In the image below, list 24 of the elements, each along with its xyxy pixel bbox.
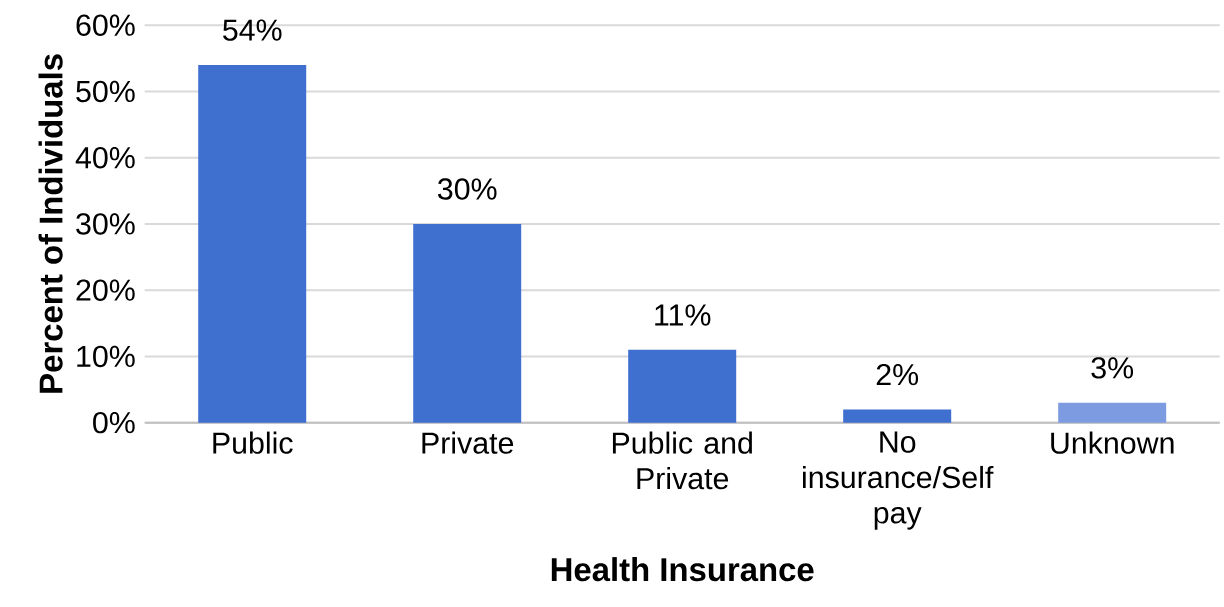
x-tick-label: Public xyxy=(213,431,293,454)
bar xyxy=(843,409,952,423)
x-axis-title: Health Insurance xyxy=(551,557,814,582)
data-label: 11% xyxy=(655,304,711,326)
data-label: 2% xyxy=(876,363,919,386)
y-tick-label: 20% xyxy=(76,279,135,301)
y-tick-label: 0% xyxy=(93,411,135,434)
bar xyxy=(1058,402,1167,423)
bar xyxy=(413,223,522,423)
y-tick-label: 30% xyxy=(76,213,135,235)
data-label: 54% xyxy=(223,19,282,41)
data-label: 30% xyxy=(437,178,497,200)
bar xyxy=(628,349,737,423)
y-tick-label: 40% xyxy=(75,146,135,169)
y-axis-title: Percent of Individuals xyxy=(38,54,63,393)
x-tick-label: Private xyxy=(422,431,514,454)
bar xyxy=(198,64,307,423)
y-tick-label: 60% xyxy=(76,14,135,36)
data-label: 3% xyxy=(1091,357,1134,379)
y-tick-label: 50% xyxy=(76,80,135,103)
x-tick-label: Unknown xyxy=(1051,431,1174,454)
x-tick-label: Public and Private xyxy=(612,431,752,490)
x-tick-label: No insurance/Self pay xyxy=(803,431,994,530)
y-tick-label: 10% xyxy=(77,345,135,368)
